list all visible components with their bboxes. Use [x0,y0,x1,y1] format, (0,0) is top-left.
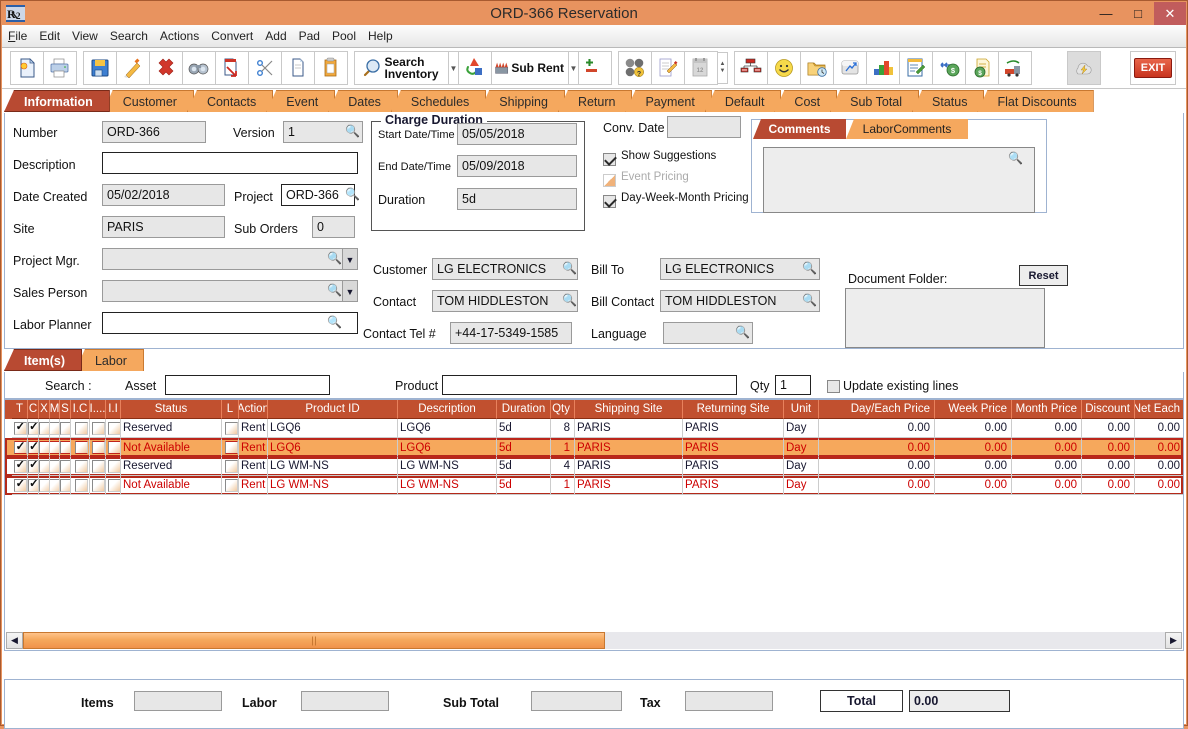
svg-text:?: ? [637,71,641,78]
svg-text:$: $ [978,70,982,77]
svg-text:12: 12 [697,68,704,74]
